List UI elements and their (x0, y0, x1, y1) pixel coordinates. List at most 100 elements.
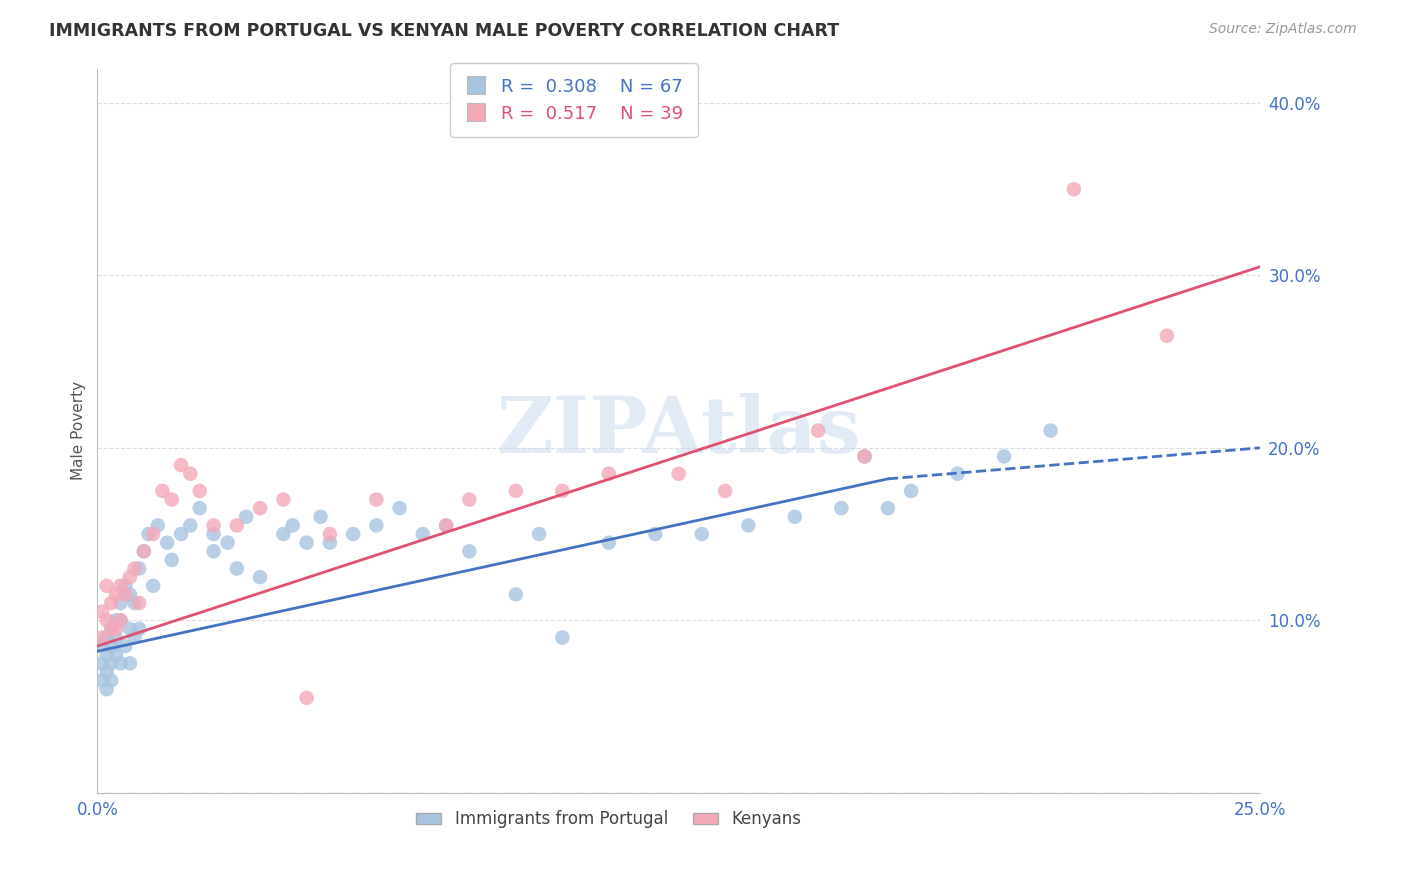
Point (96, 682, 118, 697)
Point (319, 527, 342, 541)
Point (295, 690, 318, 705)
Point (598, 467, 620, 481)
Point (96, 579, 118, 593)
Point (128, 596, 150, 610)
Point (551, 483, 574, 498)
Point (110, 613, 132, 627)
Point (505, 587, 527, 601)
Point (96, 648, 118, 662)
Point (551, 631, 574, 645)
Point (273, 492, 295, 507)
Point (104, 587, 127, 601)
Point (100, 639, 122, 653)
Legend: Immigrants from Portugal, Kenyans: Immigrants from Portugal, Kenyans (409, 804, 808, 835)
Point (225, 518, 247, 533)
Point (179, 518, 201, 533)
Point (91, 605, 114, 619)
Point (96, 665, 118, 679)
Point (993, 450, 1015, 464)
Point (170, 458, 193, 472)
Point (160, 492, 183, 507)
Point (412, 527, 434, 541)
Point (132, 544, 155, 558)
Point (434, 518, 457, 533)
Point (309, 509, 332, 524)
Point (118, 622, 141, 636)
Point (853, 450, 876, 464)
Point (188, 483, 211, 498)
Point (366, 518, 388, 533)
Point (505, 483, 527, 498)
Text: ZIPAtlas: ZIPAtlas (496, 392, 860, 468)
Point (114, 579, 136, 593)
Point (146, 518, 169, 533)
Point (118, 657, 141, 671)
Point (1063, 182, 1085, 196)
Point (876, 501, 898, 516)
Point (1156, 328, 1178, 343)
Point (110, 596, 132, 610)
Point (807, 424, 830, 438)
Point (202, 544, 225, 558)
Point (179, 467, 201, 481)
Point (170, 527, 193, 541)
Point (202, 527, 225, 541)
Point (366, 492, 388, 507)
Point (202, 518, 225, 533)
Point (527, 527, 550, 541)
Point (1039, 424, 1062, 438)
Point (668, 467, 690, 481)
Point (114, 587, 136, 601)
Point (142, 579, 165, 593)
Point (104, 648, 127, 662)
Point (104, 631, 127, 645)
Point (644, 527, 666, 541)
Point (118, 587, 141, 601)
Point (946, 467, 969, 481)
Point (188, 501, 211, 516)
Point (91, 673, 114, 688)
Point (114, 639, 136, 653)
Point (319, 535, 342, 549)
Point (598, 535, 620, 549)
Point (118, 570, 141, 584)
Point (225, 561, 247, 575)
Text: IMMIGRANTS FROM PORTUGAL VS KENYAN MALE POVERTY CORRELATION CHART: IMMIGRANTS FROM PORTUGAL VS KENYAN MALE … (49, 22, 839, 40)
Point (690, 527, 713, 541)
Point (100, 622, 122, 636)
Point (830, 501, 852, 516)
Point (100, 657, 122, 671)
Point (110, 579, 132, 593)
Point (900, 483, 922, 498)
Point (91, 639, 114, 653)
Point (249, 570, 271, 584)
Point (110, 613, 132, 627)
Point (110, 657, 132, 671)
Point (100, 596, 122, 610)
Point (100, 622, 122, 636)
Point (96, 631, 118, 645)
Point (458, 544, 481, 558)
Point (295, 535, 318, 549)
Point (96, 613, 118, 627)
Text: Source: ZipAtlas.com: Source: ZipAtlas.com (1209, 22, 1357, 37)
Point (737, 518, 759, 533)
Point (217, 535, 239, 549)
Point (100, 673, 122, 688)
Point (91, 657, 114, 671)
Point (104, 622, 127, 636)
Point (124, 561, 146, 575)
Point (783, 509, 806, 524)
Point (152, 483, 174, 498)
Y-axis label: Male Poverty: Male Poverty (72, 381, 86, 480)
Point (714, 483, 737, 498)
Point (124, 631, 146, 645)
Point (273, 527, 295, 541)
Point (281, 518, 304, 533)
Point (156, 535, 179, 549)
Point (128, 561, 150, 575)
Point (388, 501, 411, 516)
Point (434, 518, 457, 533)
Point (124, 596, 146, 610)
Point (91, 631, 114, 645)
